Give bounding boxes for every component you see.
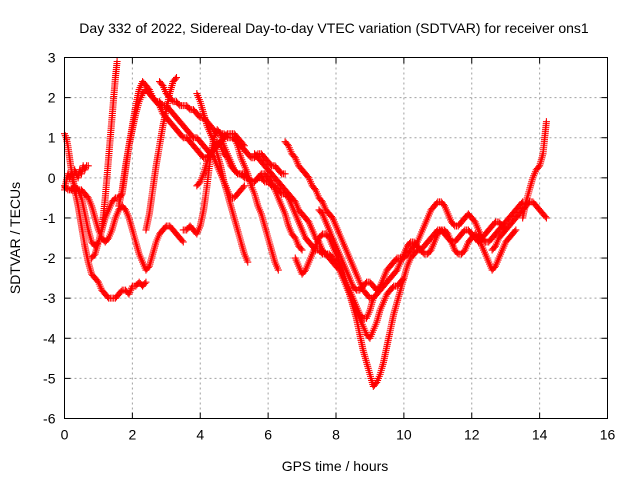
data-point <box>511 227 519 235</box>
x-tick-label: 6 <box>264 427 272 443</box>
y-tick-label: -2 <box>43 250 56 266</box>
y-axis-label: SDTVAR / TECUs <box>7 182 23 294</box>
data-point <box>518 199 526 207</box>
data-point <box>534 163 542 171</box>
data-point <box>179 238 187 246</box>
y-tick-label: 3 <box>48 50 56 66</box>
data-point <box>172 74 180 82</box>
y-tick-label: 2 <box>48 90 56 106</box>
y-tick-labels: -6 -5 -4 -3 -2 -1 0 1 2 3 <box>43 50 56 427</box>
data-series-15 <box>291 226 520 390</box>
data-point <box>274 266 282 274</box>
data-series-17 <box>519 118 550 222</box>
data-point <box>541 213 549 221</box>
x-tick-label: 12 <box>464 427 480 443</box>
plot-frame <box>64 57 608 419</box>
data-point <box>512 226 520 234</box>
data-series-4 <box>67 58 121 250</box>
data-point <box>84 162 92 170</box>
data-point <box>542 118 550 126</box>
x-tick-label: 0 <box>61 427 69 443</box>
data-point <box>239 183 247 191</box>
data-series-16 <box>315 198 527 294</box>
y-tick-label: 1 <box>48 130 56 146</box>
data-point <box>171 75 179 83</box>
data-point <box>90 251 98 259</box>
x-tick-label: 4 <box>196 427 204 443</box>
data-point <box>298 246 306 254</box>
chart-title: Day 332 of 2022, Sidereal Day-to-day VTE… <box>79 20 589 36</box>
data-point <box>215 128 223 136</box>
data-point <box>141 279 149 287</box>
x-tick-label: 14 <box>532 427 548 443</box>
y-tick-label: 0 <box>48 170 56 186</box>
data-series-18 <box>488 198 550 254</box>
data-point <box>281 170 289 178</box>
y-tick-label: -1 <box>43 210 56 226</box>
x-tick-label: 2 <box>128 427 136 443</box>
y-tick-label: -6 <box>43 411 56 427</box>
data-point <box>240 182 248 190</box>
x-tick-labels: 0 2 4 6 8 10 12 14 16 <box>61 427 616 443</box>
y-tick-label: -4 <box>43 330 56 346</box>
x-tick-label: 10 <box>396 427 412 443</box>
data-point <box>178 237 186 245</box>
data-series-11 <box>193 90 252 266</box>
y-tick-label: -5 <box>43 370 56 386</box>
data-point <box>113 58 121 66</box>
data-point <box>244 258 252 266</box>
data-series-2 <box>61 162 92 194</box>
data-point <box>142 278 150 286</box>
data-point <box>144 263 152 271</box>
data-series-7 <box>142 74 180 234</box>
x-tick-label: 8 <box>332 427 340 443</box>
data-point <box>297 245 305 253</box>
x-axis-label: GPS time / hours <box>282 458 389 474</box>
y-tick-label: -3 <box>43 290 56 306</box>
data-points <box>61 58 550 390</box>
data-series-12 <box>230 134 282 274</box>
data-point <box>542 214 550 222</box>
x-tick-label: 16 <box>600 427 616 443</box>
